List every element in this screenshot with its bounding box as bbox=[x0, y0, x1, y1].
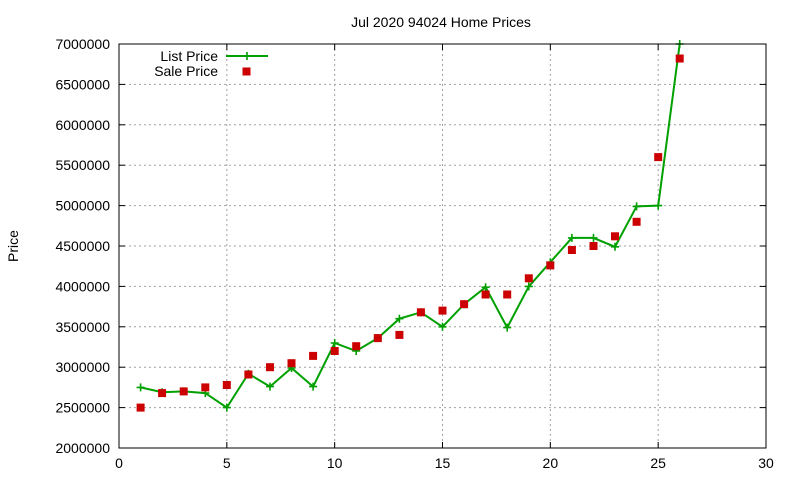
list-price-point bbox=[654, 201, 663, 210]
sale-price-point bbox=[524, 274, 533, 283]
sale-price-point bbox=[416, 308, 425, 317]
y-tick-label: 2500000 bbox=[55, 400, 110, 416]
sale-price-point bbox=[266, 363, 274, 372]
legend-label-list-price: List Price bbox=[160, 48, 218, 64]
x-tick-label: 25 bbox=[650, 455, 666, 471]
legend-label-sale-price: Sale Price bbox=[154, 63, 218, 79]
sale-price-point bbox=[632, 217, 641, 226]
sale-price-point bbox=[567, 246, 576, 254]
sale-price-point bbox=[481, 290, 490, 299]
list-price-point bbox=[266, 382, 274, 391]
list-price-point bbox=[330, 339, 339, 347]
chart-title: Jul 2020 94024 Home Prices bbox=[351, 14, 531, 30]
y-tick-label: 3500000 bbox=[55, 319, 110, 335]
sale-price-point bbox=[179, 387, 188, 396]
sale-price-point bbox=[460, 300, 469, 309]
sale-price-point bbox=[136, 403, 145, 412]
x-tick-label: 30 bbox=[758, 455, 774, 471]
sale-price-point bbox=[438, 306, 447, 315]
sale-price-point bbox=[330, 347, 339, 355]
sale-price-point bbox=[503, 290, 512, 299]
legend: List Price Sale Price bbox=[154, 48, 268, 79]
tick-layer: 2000000 2500000 3000000 3500000 4000000 45000… bbox=[55, 36, 774, 471]
sale-price-point bbox=[287, 359, 296, 368]
series-line-list-price bbox=[140, 43, 681, 410]
list-price-point bbox=[481, 283, 490, 292]
y-tick-label: 6500000 bbox=[55, 76, 110, 92]
list-price-point bbox=[589, 233, 598, 242]
sale-price-point bbox=[309, 351, 318, 360]
y-tick-label: 7000000 bbox=[55, 36, 110, 52]
x-tick-label: 15 bbox=[435, 455, 451, 471]
grid-layer bbox=[119, 44, 766, 448]
y-tick-label: 2000000 bbox=[55, 440, 110, 456]
y-tick-label: 4000000 bbox=[55, 278, 110, 294]
sale-price-point bbox=[546, 261, 555, 270]
sale-price-point bbox=[395, 330, 404, 339]
y-tick-label: 6000000 bbox=[55, 117, 110, 133]
list-price-point bbox=[395, 314, 404, 323]
list-price-point bbox=[611, 242, 619, 251]
y-tick-label: 5500000 bbox=[55, 157, 110, 173]
legend-marker-list-price bbox=[243, 52, 251, 60]
sale-price-point bbox=[675, 54, 684, 63]
list-price-point bbox=[309, 382, 318, 391]
list-price-point bbox=[503, 323, 512, 332]
list-price-point bbox=[438, 322, 447, 331]
y-tick-label: 4500000 bbox=[55, 238, 110, 254]
legend-marker-sale-price bbox=[242, 67, 251, 76]
sale-price-point bbox=[244, 370, 253, 379]
plot-frame bbox=[118, 43, 767, 449]
sale-price-point bbox=[373, 334, 382, 343]
y-tick-label: 5000000 bbox=[55, 198, 110, 214]
list-price-point bbox=[136, 383, 145, 392]
sale-price-point bbox=[654, 153, 663, 162]
y-axis-label: Price bbox=[5, 230, 21, 262]
list-price-point bbox=[524, 282, 533, 291]
list-price-point bbox=[222, 403, 231, 412]
x-tick-label: 0 bbox=[115, 455, 123, 471]
sale-price-point bbox=[589, 242, 598, 250]
sale-price-point bbox=[222, 381, 231, 389]
x-tick-label: 5 bbox=[223, 455, 231, 471]
sale-price-point bbox=[352, 342, 361, 351]
sale-price-point bbox=[158, 389, 167, 398]
series-layer bbox=[136, 40, 684, 412]
list-price-point bbox=[632, 202, 641, 211]
sale-price-point bbox=[611, 232, 619, 241]
x-tick-label: 10 bbox=[327, 455, 343, 471]
y-tick-label: 3000000 bbox=[55, 359, 110, 375]
list-price-point bbox=[567, 233, 576, 242]
sale-price-point bbox=[201, 383, 210, 392]
x-tick-label: 20 bbox=[543, 455, 559, 471]
